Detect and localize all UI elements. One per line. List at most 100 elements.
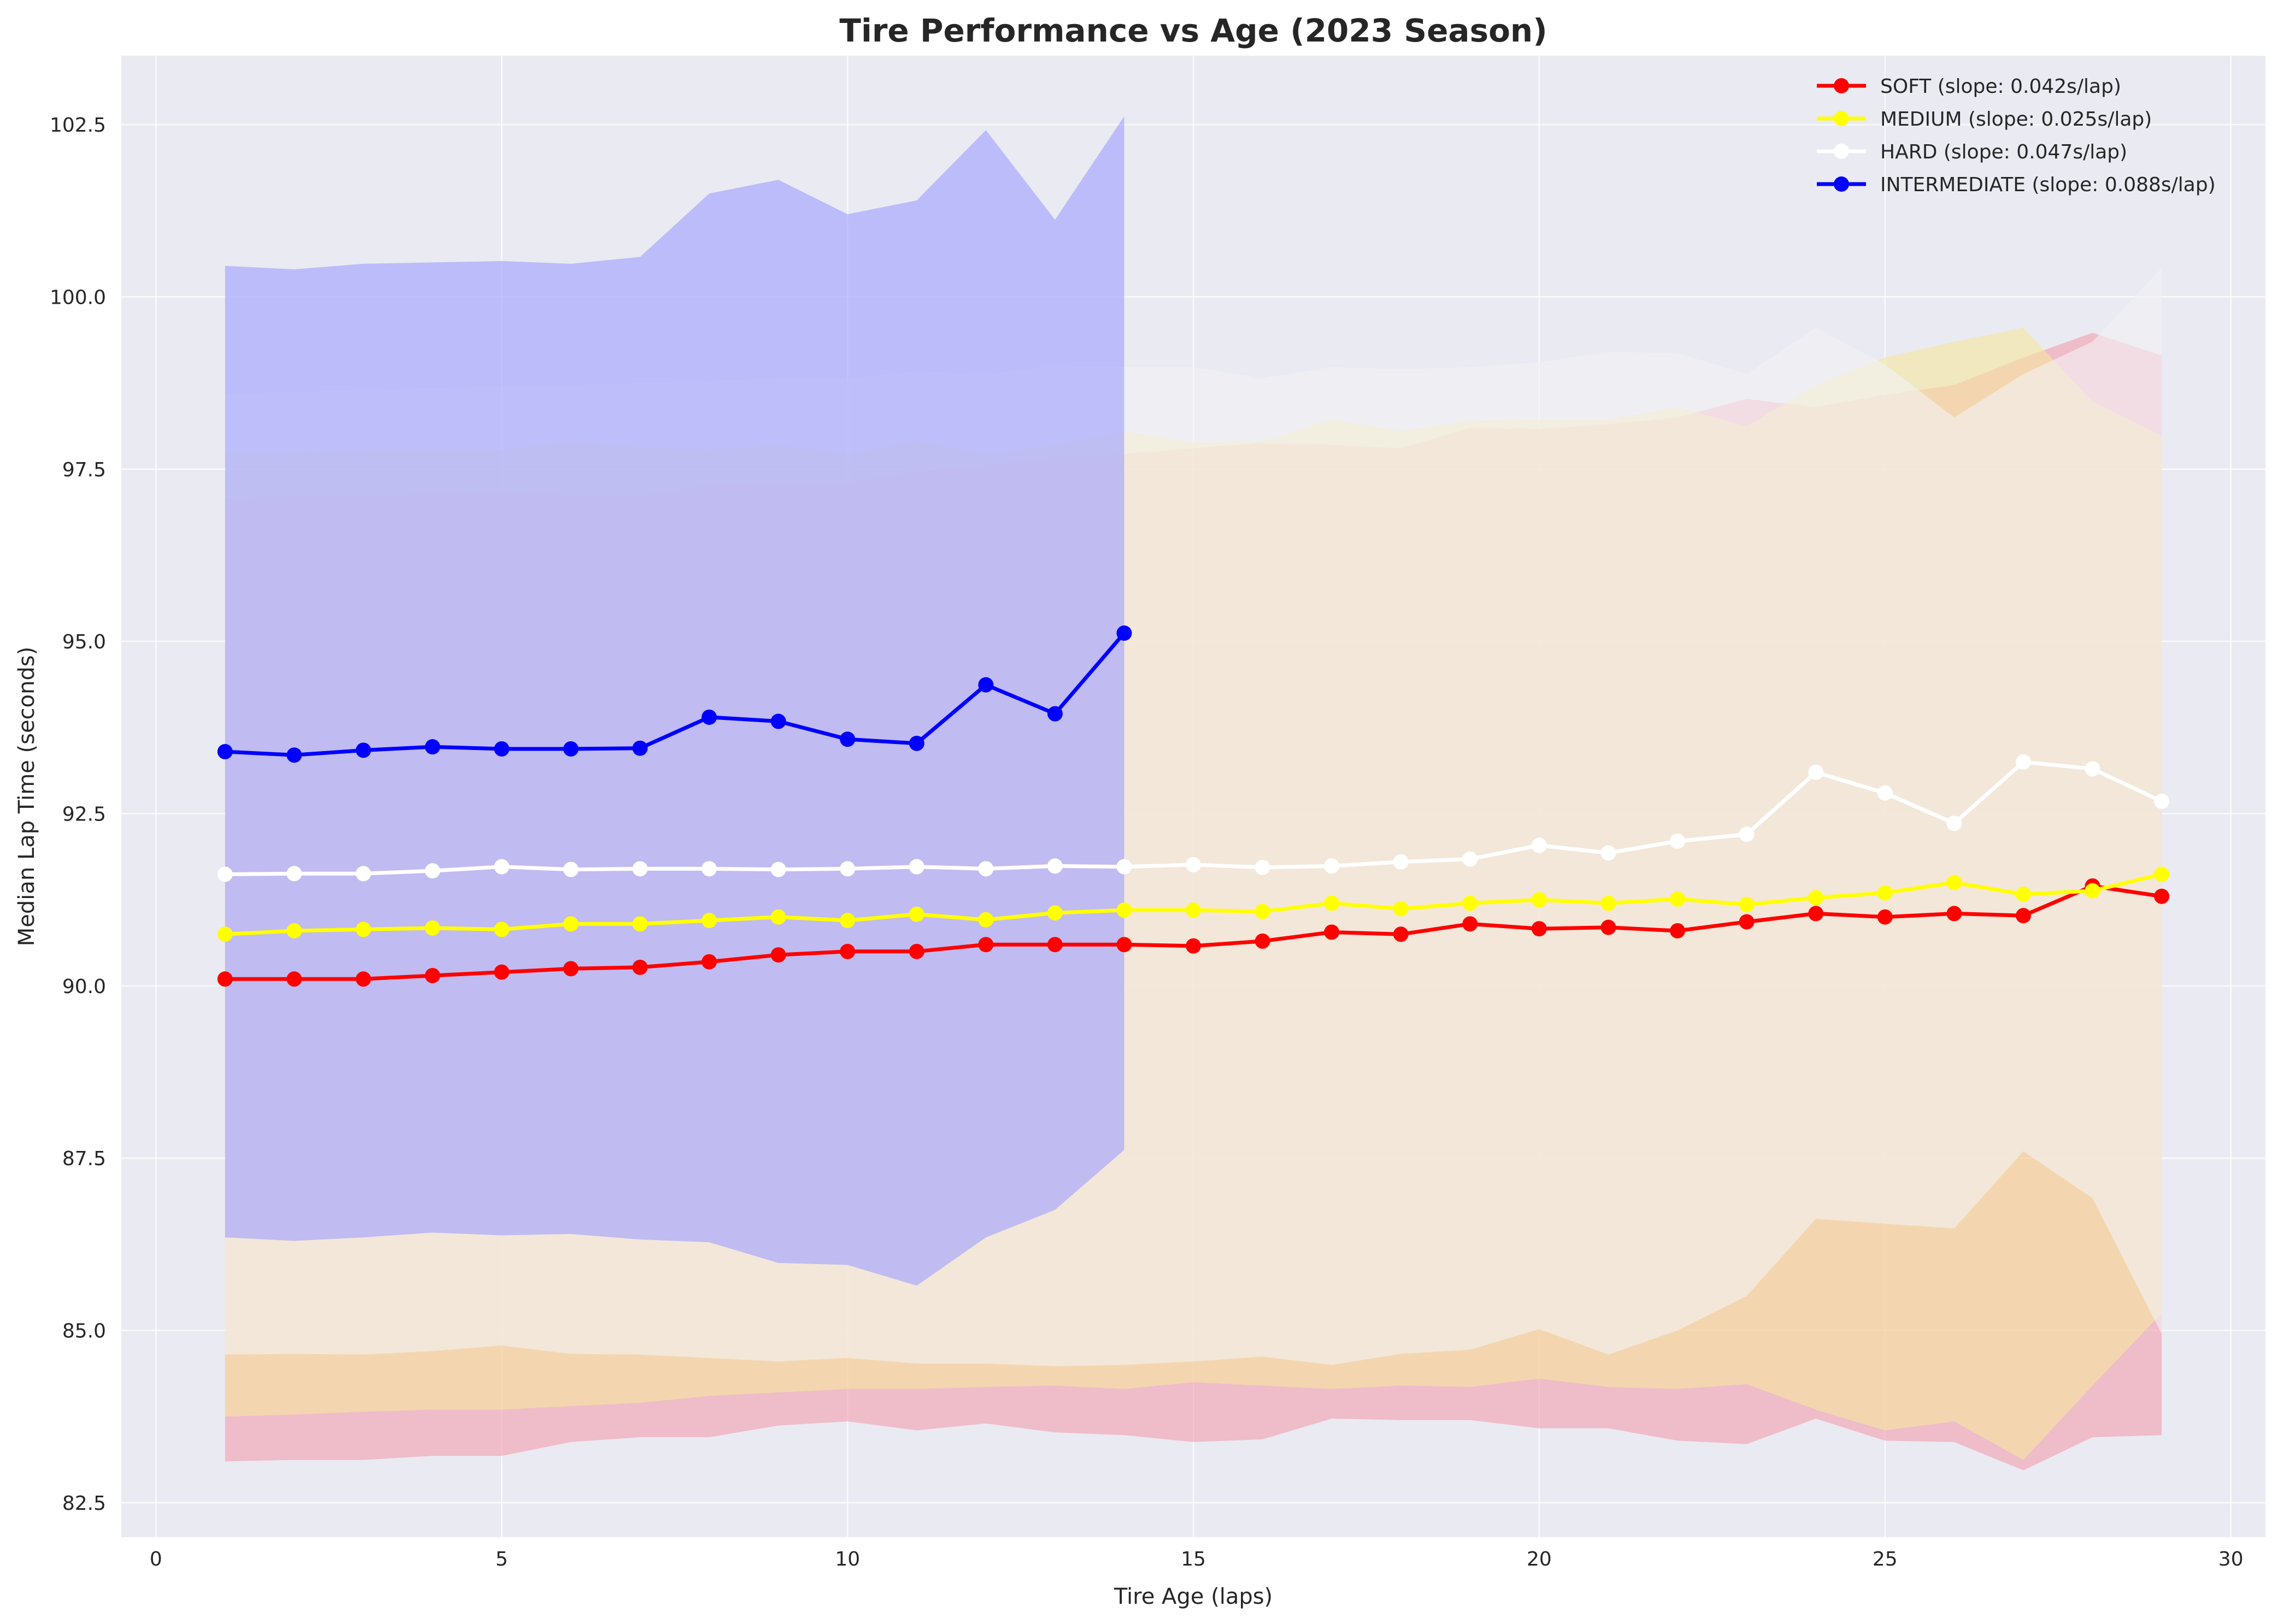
- data-point: [1047, 706, 1063, 722]
- data-point: [286, 923, 302, 938]
- data-point: [909, 735, 925, 751]
- data-point: [1116, 902, 1132, 918]
- data-point: [286, 971, 302, 987]
- y-tick-label: 92.5: [62, 804, 106, 826]
- y-tick-label: 100.0: [50, 286, 106, 309]
- data-point: [1808, 764, 1824, 780]
- data-point: [1670, 891, 1686, 907]
- confidence-bands: [225, 116, 2162, 1471]
- data-point: [978, 861, 994, 877]
- data-point: [1324, 895, 1340, 911]
- data-point: [1324, 924, 1340, 940]
- chart-title: Tire Performance vs Age (2023 Season): [839, 12, 1547, 49]
- series-lines: [217, 625, 2170, 987]
- data-point: [1116, 937, 1132, 953]
- data-point: [2015, 754, 2031, 770]
- data-point: [286, 866, 302, 882]
- data-point: [632, 740, 648, 756]
- data-point: [1531, 921, 1547, 937]
- data-point: [1670, 833, 1686, 849]
- data-point: [701, 913, 717, 929]
- data-point: [1393, 901, 1409, 917]
- data-point: [840, 943, 856, 959]
- y-tick-label: 82.5: [62, 1492, 106, 1515]
- y-tick-label: 87.5: [62, 1148, 106, 1170]
- data-point: [2154, 888, 2170, 904]
- legend-marker: [1834, 78, 1849, 93]
- data-point: [356, 971, 372, 987]
- data-point: [1946, 875, 1962, 890]
- data-point: [425, 920, 440, 936]
- legend: SOFT (slope: 0.042s/lap) MEDIUM (slope: 0…: [1817, 75, 2216, 196]
- data-point: [1116, 625, 1132, 641]
- x-tick-label: 30: [2218, 1548, 2244, 1570]
- data-point: [1047, 858, 1063, 874]
- data-point: [1186, 938, 1201, 954]
- data-point: [840, 731, 856, 747]
- data-point: [1946, 816, 1962, 831]
- data-point: [563, 861, 579, 877]
- data-point: [1877, 785, 1893, 801]
- data-point: [356, 742, 372, 758]
- data-point: [1047, 937, 1063, 953]
- data-point: [1946, 906, 1962, 922]
- data-point: [1531, 892, 1547, 908]
- data-point: [1877, 885, 1893, 901]
- data-point: [356, 866, 372, 882]
- data-point: [2015, 887, 2031, 902]
- data-point: [1255, 859, 1270, 875]
- data-point: [217, 866, 233, 882]
- data-point: [2154, 866, 2170, 882]
- legend-label: SOFT (slope: 0.042s/lap): [1880, 75, 2121, 98]
- data-point: [770, 909, 786, 925]
- y-tick-label: 90.0: [62, 976, 106, 998]
- data-point: [563, 741, 579, 757]
- legend-marker: [1834, 111, 1849, 126]
- data-point: [770, 947, 786, 963]
- data-point: [494, 922, 510, 937]
- data-point: [909, 906, 925, 922]
- y-tick-label: 97.5: [62, 459, 106, 481]
- data-point: [1739, 897, 1755, 913]
- data-point: [909, 943, 925, 959]
- data-point: [425, 967, 440, 983]
- x-tick-label: 25: [1873, 1548, 1898, 1570]
- data-point: [840, 913, 856, 929]
- data-point: [701, 709, 717, 725]
- data-point: [1324, 858, 1340, 874]
- data-point: [425, 863, 440, 879]
- data-point: [494, 964, 510, 980]
- x-tick-label: 15: [1181, 1548, 1206, 1570]
- x-tick-label: 10: [835, 1548, 860, 1570]
- data-point: [701, 954, 717, 970]
- data-point: [563, 916, 579, 932]
- data-point: [1255, 933, 1270, 949]
- data-point: [1462, 916, 1478, 932]
- data-point: [563, 961, 579, 977]
- data-point: [494, 741, 510, 757]
- data-point: [2154, 793, 2170, 809]
- series-band: [225, 116, 1125, 1286]
- data-point: [978, 912, 994, 928]
- data-point: [1393, 926, 1409, 942]
- y-axis-label: Median Lap Time (seconds): [14, 647, 39, 946]
- data-point: [356, 922, 372, 937]
- data-point: [1600, 845, 1616, 861]
- data-point: [217, 971, 233, 987]
- data-point: [1116, 859, 1132, 875]
- data-point: [770, 713, 786, 729]
- data-point: [494, 859, 510, 875]
- data-point: [701, 861, 717, 877]
- y-tick-label: 102.5: [50, 114, 106, 137]
- data-point: [1739, 826, 1755, 842]
- legend-marker: [1834, 144, 1849, 159]
- series-line: [225, 631, 1126, 757]
- data-point: [770, 861, 786, 877]
- data-point: [1808, 906, 1824, 922]
- data-point: [1808, 890, 1824, 906]
- data-point: [840, 861, 856, 877]
- data-point: [1877, 909, 1893, 925]
- x-tick-label: 5: [496, 1548, 508, 1570]
